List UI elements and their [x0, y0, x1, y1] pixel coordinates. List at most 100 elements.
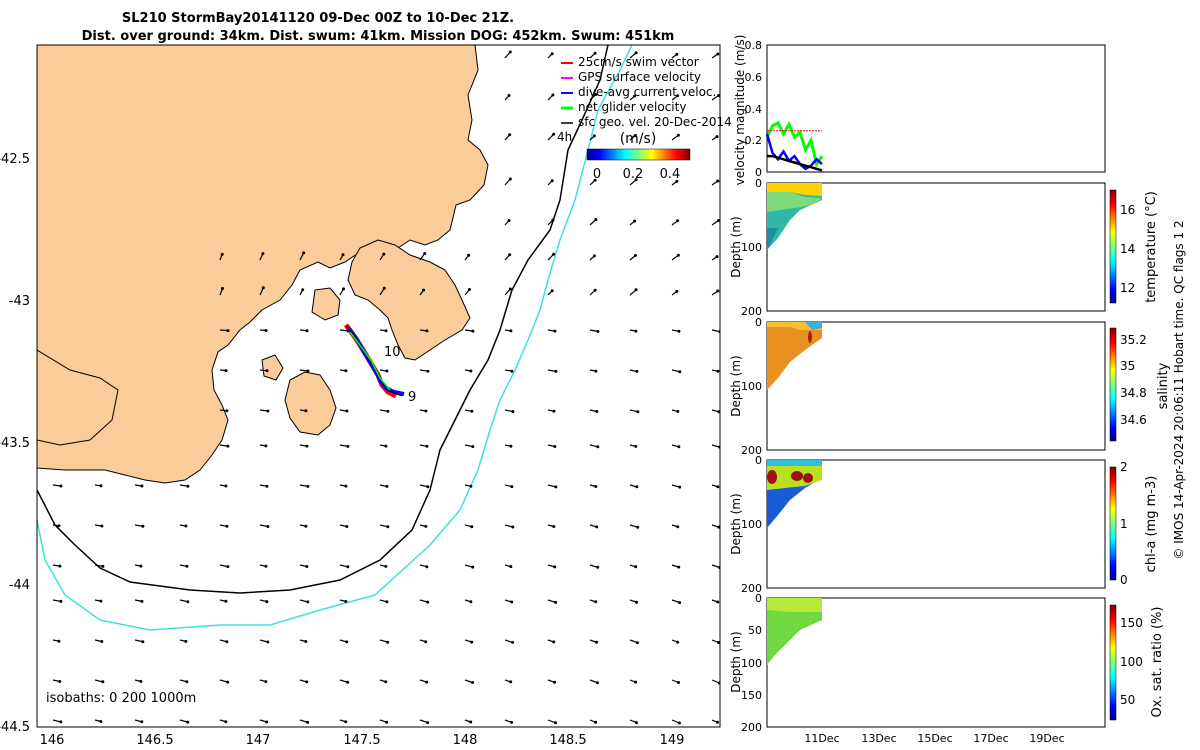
current-arrow-head: [634, 565, 638, 569]
temperature-cbar-tick: 14: [1120, 242, 1135, 256]
current-arrow-head: [552, 640, 556, 644]
current-arrow-head: [636, 641, 639, 645]
current-arrow-head: [634, 51, 638, 55]
salinity-panel: 0 100 200 Depth (m) 34.6 34.8 35 35.2 sa…: [729, 316, 1171, 457]
current-arrow-head: [676, 133, 680, 137]
vel-y-tick: 0.4: [745, 103, 763, 116]
current-arrow-head: [224, 484, 228, 488]
y-tick: -43: [9, 294, 30, 309]
current-arrow-head: [225, 524, 229, 528]
current-arrow-head: [471, 329, 475, 333]
current-arrow-head: [265, 720, 269, 724]
current-arrow-head: [594, 720, 598, 724]
isobath-200m: [37, 45, 609, 594]
oxygen-cbar-tick: 150: [1120, 616, 1143, 630]
depth-tick: 0: [755, 592, 762, 605]
land-peninsula: [347, 239, 471, 361]
current-arrow-head: [717, 410, 720, 414]
current-arrow-head: [470, 525, 474, 529]
current-arrow-head: [100, 524, 104, 528]
map-colorbar: [586, 148, 691, 161]
land-island: [311, 287, 341, 321]
depth-tick: 150: [741, 689, 762, 702]
copyright-note: © IMOS 14-Apr-2024 20:06:11 Hobart time.…: [1172, 220, 1186, 559]
current-arrow-head: [717, 525, 720, 529]
current-arrow-head: [634, 680, 638, 684]
current-arrow-head: [554, 721, 557, 725]
temperature-cbar-label: temperature (°C): [1144, 191, 1159, 303]
current-arrow-head: [59, 720, 63, 724]
current-arrow-head: [304, 524, 308, 528]
current-arrow-head: [185, 564, 189, 568]
current-arrow-head: [633, 134, 637, 137]
current-arrow-head: [469, 369, 473, 373]
current-arrow-head: [510, 720, 514, 724]
current-arrow-head: [678, 485, 682, 489]
current-arrow-head: [470, 409, 474, 413]
current-arrow-head: [471, 681, 475, 684]
current-arrow-head: [595, 410, 599, 413]
x-tick: 147: [246, 733, 271, 748]
current-arrow-head: [226, 444, 230, 448]
map-panel: 10 9 146 146.5 147 147.5 148 148.5 149 -…: [0, 44, 732, 748]
current-arrow-head: [633, 254, 637, 257]
current-arrow-head: [139, 679, 143, 683]
depth-tick: 100: [741, 518, 762, 531]
current-arrow-head: [59, 484, 63, 488]
current-arrow-head: [510, 369, 514, 373]
current-arrow-head: [675, 52, 679, 56]
current-arrow-head: [677, 445, 681, 449]
current-arrow-head: [552, 252, 556, 256]
current-arrow-head: [635, 485, 639, 489]
land-west-coast: [37, 349, 119, 446]
current-arrow-head: [264, 564, 268, 568]
salinity-colorbar: [1109, 327, 1117, 442]
current-arrow-head: [346, 444, 350, 448]
date-tick: 13Dec: [861, 732, 896, 745]
current-arrow-head: [594, 485, 598, 488]
depth-tick: 50: [748, 624, 762, 637]
chla-panel: 0 100 200 Depth (m) 0 1 2 chl-a (mg m-3): [729, 454, 1159, 595]
current-arrow-head: [265, 369, 269, 373]
current-arrow-head: [471, 445, 475, 449]
chla-cbar-tick: 2: [1120, 460, 1128, 474]
current-arrow-head: [385, 720, 389, 724]
current-arrow-head: [715, 255, 719, 259]
current-arrow-head: [305, 565, 309, 568]
y-tick: -44: [9, 578, 30, 593]
title-line-2: Dist. over ground: 34km. Dist. swum: 41k…: [82, 29, 675, 44]
current-arrow-head: [552, 525, 556, 528]
current-arrow-head: [264, 444, 268, 448]
x-tick: 146: [40, 733, 65, 748]
y-tick: -43.5: [0, 436, 30, 451]
current-arrow-head: [550, 179, 554, 183]
salinity-cbar-label: salinity: [1156, 362, 1171, 409]
current-arrow-head: [305, 680, 309, 684]
salinity-high-spot: [808, 331, 812, 343]
current-arrow-head: [716, 289, 720, 293]
current-arrow-head: [224, 369, 228, 373]
current-arrow-head: [424, 524, 428, 528]
land-mainland: [37, 45, 489, 484]
current-arrow-head: [467, 288, 471, 291]
current-arrow-head: [266, 409, 270, 413]
current-arrow-head: [57, 639, 61, 643]
date-tick: 15Dec: [917, 732, 952, 745]
velocity-frame: [766, 44, 1106, 173]
current-arrow-head: [304, 409, 308, 413]
current-arrow-head: [424, 640, 428, 644]
salinity-ylabel: Depth (m): [729, 355, 743, 416]
temperature-frame: [766, 182, 1106, 312]
colorbar-label: (m/s): [620, 131, 657, 147]
current-arrow-head: [636, 525, 640, 529]
current-arrow-head: [266, 640, 270, 644]
current-arrow-head: [469, 720, 473, 724]
title-line-1: SL210 StormBay20141120 09-Dec 00Z to 10-…: [122, 11, 514, 26]
current-arrow-head: [633, 94, 637, 98]
current-arrow-head: [717, 681, 720, 685]
current-arrow-head: [677, 329, 681, 333]
depth-tick: 100: [741, 380, 762, 393]
chla-max-spot: [767, 470, 777, 484]
current-arrow-head: [676, 640, 680, 644]
current-arrow-head: [345, 640, 349, 644]
